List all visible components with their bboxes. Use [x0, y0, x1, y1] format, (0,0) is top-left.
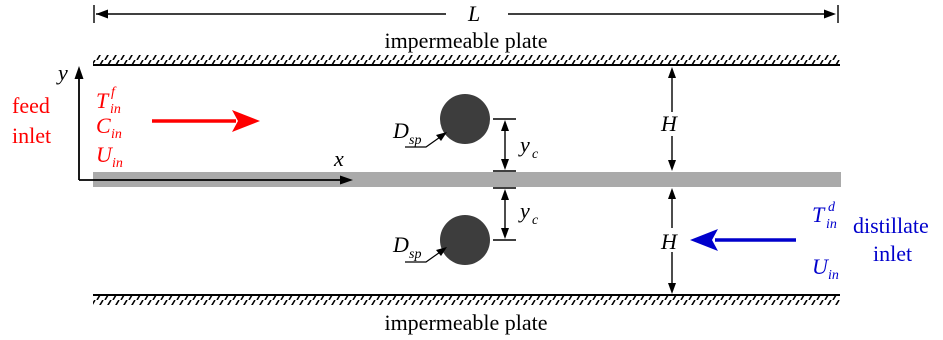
top-plate: impermeable plate — [93, 28, 840, 66]
svg-text:in: in — [826, 217, 837, 232]
bottom-yc-symbol: y — [518, 198, 530, 223]
feed-temperature-sub: in — [110, 102, 121, 117]
top-yc-dimension: y c — [493, 118, 539, 172]
svg-text:c: c — [532, 147, 539, 162]
y-axis-label: y — [56, 60, 68, 85]
top-spacer — [440, 94, 490, 144]
bottom-yc-dimension: y c — [493, 187, 539, 241]
bottom-spacer — [440, 215, 490, 265]
top-plate-label: impermeable plate — [384, 28, 547, 53]
bottom-yc-sub: c — [532, 213, 539, 228]
svg-text:in: in — [828, 268, 839, 283]
feed-flow-arrow — [152, 110, 260, 132]
length-label: L — [467, 1, 480, 26]
bottom-h-label: H — [660, 229, 678, 254]
distillate-label-line2: inlet — [873, 241, 912, 266]
bottom-spacer-diameter: D sp — [392, 232, 447, 263]
distillate-temperature-sup: d — [828, 200, 836, 215]
svg-text:f: f — [111, 85, 117, 100]
svg-text:in: in — [112, 156, 123, 171]
svg-text:y: y — [518, 198, 530, 223]
svg-text:d: d — [828, 200, 836, 215]
feed-temperature-sup: f — [111, 85, 117, 100]
distillate-flow-arrow — [690, 229, 796, 251]
x-axis-label: x — [333, 146, 344, 171]
bottom-plate-label: impermeable plate — [384, 310, 547, 335]
top-yc-symbol: y — [518, 132, 530, 157]
svg-text:c: c — [532, 213, 539, 228]
svg-text:D: D — [392, 118, 409, 143]
svg-text:T: T — [812, 202, 826, 227]
feed-velocity-sub: in — [112, 156, 123, 171]
svg-text:T: T — [96, 88, 110, 113]
feed-label-line1: feed — [12, 93, 50, 118]
bottom-spacer-diameter-symbol: D — [392, 232, 409, 257]
distillate-inlet: T d in U in distillate inlet — [690, 200, 929, 283]
svg-text:U: U — [812, 254, 830, 279]
svg-text:y: y — [518, 132, 530, 157]
top-spacer-diameter: D sp — [392, 118, 447, 148]
bottom-spacer-diameter-sub: sp — [409, 247, 421, 262]
distillate-label-line1: distillate — [853, 213, 929, 238]
svg-text:in: in — [111, 127, 122, 142]
svg-text:C: C — [96, 113, 111, 138]
top-spacer-diameter-sub: sp — [409, 133, 421, 148]
svg-text:sp: sp — [409, 247, 421, 262]
bottom-h-dimension: H — [660, 188, 678, 294]
feed-concentration-symbol: C — [96, 113, 111, 138]
length-dimension: L — [93, 1, 839, 26]
feed-velocity-symbol: U — [96, 142, 114, 167]
top-spacer-diameter-symbol: D — [392, 118, 409, 143]
feed-inlet: feed inlet T f in C in U in — [12, 85, 260, 171]
distillate-velocity-symbol: U — [812, 254, 830, 279]
svg-text:in: in — [110, 102, 121, 117]
feed-label-line2: inlet — [12, 123, 51, 148]
bottom-plate: impermeable plate — [93, 294, 840, 335]
svg-text:U: U — [96, 142, 114, 167]
top-h-dimension: H — [660, 67, 678, 171]
membrane — [93, 172, 841, 187]
feed-concentration-sub: in — [111, 127, 122, 142]
svg-text:D: D — [392, 232, 409, 257]
distillate-temperature-sub: in — [826, 217, 837, 232]
coordinate-axes: y x — [56, 60, 353, 185]
feed-temperature-symbol: T — [96, 88, 110, 113]
distillate-temperature-symbol: T — [812, 202, 826, 227]
svg-text:sp: sp — [409, 133, 421, 148]
distillate-velocity-sub: in — [828, 268, 839, 283]
top-h-label: H — [660, 111, 678, 136]
top-yc-sub: c — [532, 147, 539, 162]
